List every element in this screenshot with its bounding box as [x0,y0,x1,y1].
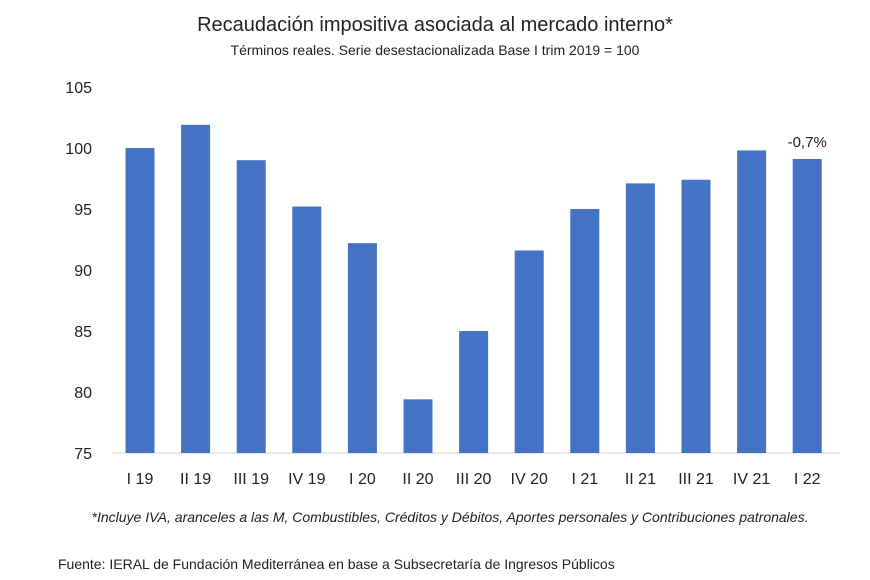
x-tick-label: IV 20 [511,471,548,488]
x-tick-label: I 21 [571,471,598,488]
bar-ii-20 [403,399,433,453]
bar-iii-21 [681,179,711,453]
y-tick-label: 95 [74,202,92,219]
y-tick-label: 100 [65,141,92,158]
x-tick-label: I 22 [794,471,821,488]
x-tick-label: III 20 [456,471,492,488]
data-label-annotation: -0,7% [788,134,827,151]
x-tick-label: IV 21 [733,471,770,488]
chart-subtitle: Términos reales. Serie desestacionalizad… [230,42,640,58]
bar-i-21 [570,209,600,453]
y-tick-label: 105 [65,80,92,97]
footnote: *Incluye IVA, aranceles a las M, Combust… [91,509,809,525]
x-tick-label: III 19 [233,471,269,488]
bar-ii-19 [181,124,211,453]
y-tick-label: 90 [74,263,92,280]
bar-iv-21 [737,150,767,453]
y-tick-label: 75 [74,446,92,463]
bar-iv-19 [292,206,322,453]
bar-i-20 [347,243,377,453]
source-note: Fuente: IERAL de Fundación Mediterránea … [58,556,615,572]
bar-iv-20 [514,250,544,453]
bar-i-19 [125,148,155,453]
bar-ii-21 [625,183,655,453]
x-tick-label: IV 19 [288,471,325,488]
bar-iii-20 [459,331,489,453]
x-tick-label: II 21 [625,471,656,488]
bar-i-22 [792,158,822,454]
y-tick-label: 80 [74,385,92,402]
x-tick-label: II 19 [180,471,211,488]
bar-iii-19 [236,160,266,453]
chart-title: Recaudación impositiva asociada al merca… [197,14,673,36]
x-tick-label: III 21 [678,471,714,488]
x-tick-label: II 20 [402,471,433,488]
x-tick-label: I 19 [127,471,154,488]
x-tick-label: I 20 [349,471,376,488]
y-tick-label: 85 [74,324,92,341]
